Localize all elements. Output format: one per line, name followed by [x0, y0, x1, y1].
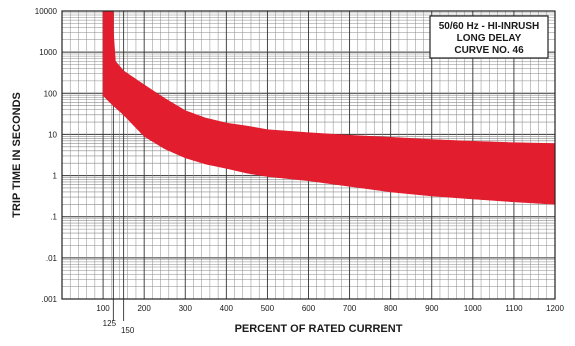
y-tick-label: .001: [41, 295, 57, 304]
y-tick-label: 1: [53, 172, 58, 181]
band-layer: [102, 10, 556, 205]
x-tick-label: 400: [220, 304, 234, 313]
x-tick-label: 700: [343, 304, 357, 313]
chart-title-line-1: 50/60 Hz - HI-INRUSH: [439, 21, 540, 32]
y-tick-label: 10000: [35, 7, 58, 16]
x-tick-label: 500: [261, 304, 275, 313]
x-extra-tick-label: 125: [103, 319, 117, 328]
y-tick-label: 100: [44, 89, 58, 98]
y-tick-label: .01: [46, 254, 58, 263]
y-tick-label: .1: [50, 213, 57, 222]
plot-frame: [61, 10, 556, 300]
tick-label-layer: .001 .01 .1 1 10 100 1000 10000 100 200 300 400 500 6…: [35, 7, 565, 335]
title-box-frame: [429, 15, 549, 59]
y-tick-label: 1000: [39, 48, 57, 57]
x-tick-label: 1000: [464, 304, 482, 313]
x-tick-label: 100: [96, 304, 110, 313]
y-axis-label: TRIP TIME IN SECONDS: [11, 92, 23, 218]
x-tick-label: 1100: [505, 304, 523, 313]
x-tick-label: 800: [384, 304, 398, 313]
chart-title-line-2: LONG DELAY: [457, 33, 522, 44]
x-axis-label: PERCENT OF RATED CURRENT: [235, 323, 403, 335]
x-tick-label: 900: [425, 304, 439, 313]
x-tick-label: 300: [179, 304, 193, 313]
chart-title-line-3: CURVE NO. 46: [454, 45, 524, 56]
x-extra-tick-label: 150: [121, 326, 135, 335]
y-tick-label: 10: [48, 130, 57, 139]
trip-time-band: [102, 10, 556, 205]
x-tick-label: 1200: [546, 304, 564, 313]
chart-title-box: 50/60 Hz - HI-INRUSH LONG DELAY CURVE NO…: [429, 15, 549, 59]
x-tick-label: 200: [137, 304, 151, 313]
x-tick-label: 600: [302, 304, 316, 313]
